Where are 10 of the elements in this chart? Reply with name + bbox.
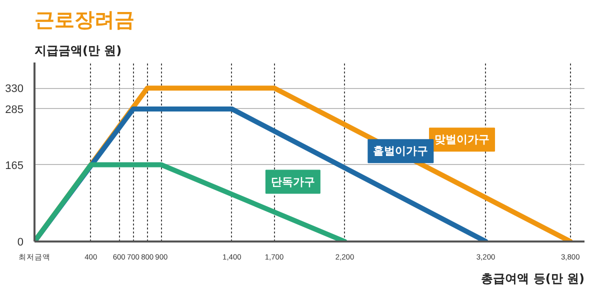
y-tick-label: 330 bbox=[5, 83, 24, 96]
y-tick-label: 285 bbox=[5, 104, 24, 116]
y-tick-label: 165 bbox=[5, 160, 24, 172]
x-axis-title: 총급여액 등(만 원) bbox=[481, 272, 585, 286]
series-label: 단독가구 bbox=[270, 175, 315, 188]
y-axis-title: 지급금액(만 원) bbox=[34, 44, 122, 58]
text: 맞벌이가구 bbox=[434, 133, 490, 146]
text: 홑벌이가구 bbox=[373, 144, 428, 158]
y-tick-label: 0 bbox=[17, 236, 24, 248]
chart-title: 근로장려금 bbox=[34, 8, 134, 32]
